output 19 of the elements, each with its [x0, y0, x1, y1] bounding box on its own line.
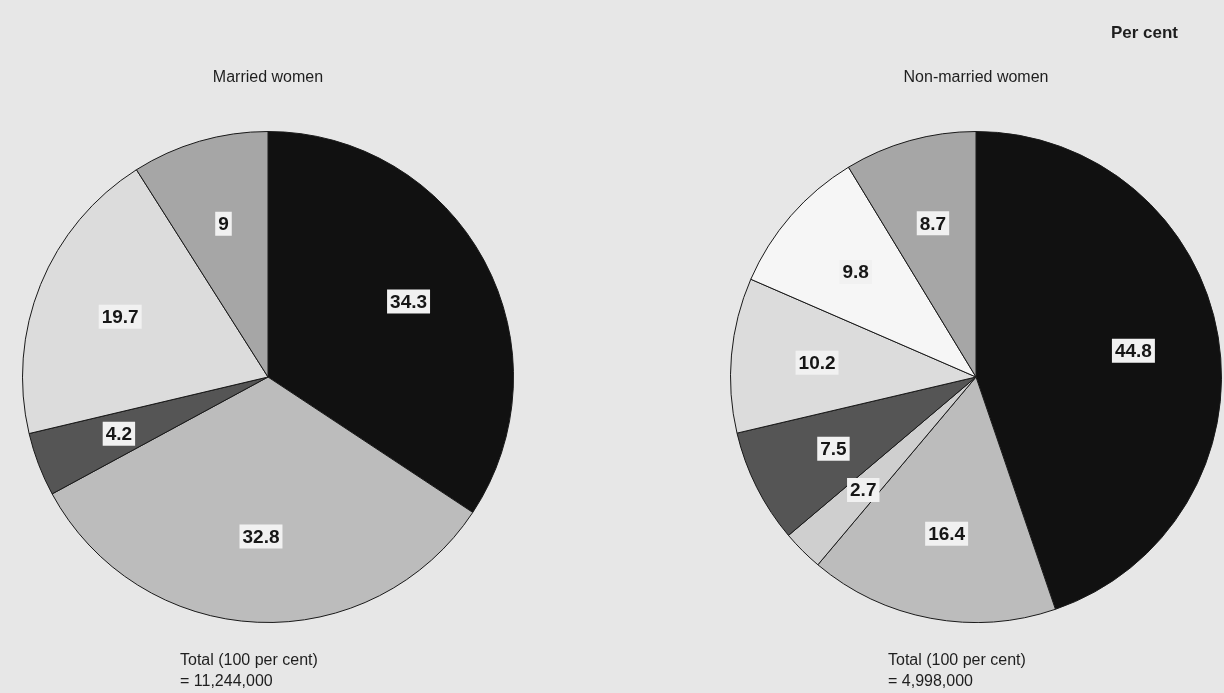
- data-label: 2.7: [850, 479, 877, 501]
- data-label: 4.2: [105, 423, 133, 445]
- chart-title: Married women: [212, 67, 324, 87]
- data-label: 19.7: [101, 306, 139, 328]
- data-label: 34.3: [390, 290, 428, 312]
- text: Total (100 per cent): [180, 650, 318, 670]
- data-label: 32.8: [242, 525, 280, 547]
- data-label: 9.8: [842, 261, 869, 283]
- text: = 4,998,000: [888, 671, 973, 691]
- data-label: 10.2: [798, 351, 836, 373]
- data-label: 7.5: [820, 437, 848, 459]
- data-label: 44.8: [1114, 340, 1152, 362]
- chart-subtitle: Per cent: [1110, 22, 1178, 44]
- data-label: 8.7: [919, 212, 947, 234]
- data-label: 16.4: [928, 523, 966, 545]
- chart-title: Non-married women: [903, 67, 1049, 87]
- text: = 11,244,000: [180, 671, 273, 691]
- text: Total (100 per cent): [888, 650, 1026, 670]
- data-label: 9: [218, 213, 229, 234]
